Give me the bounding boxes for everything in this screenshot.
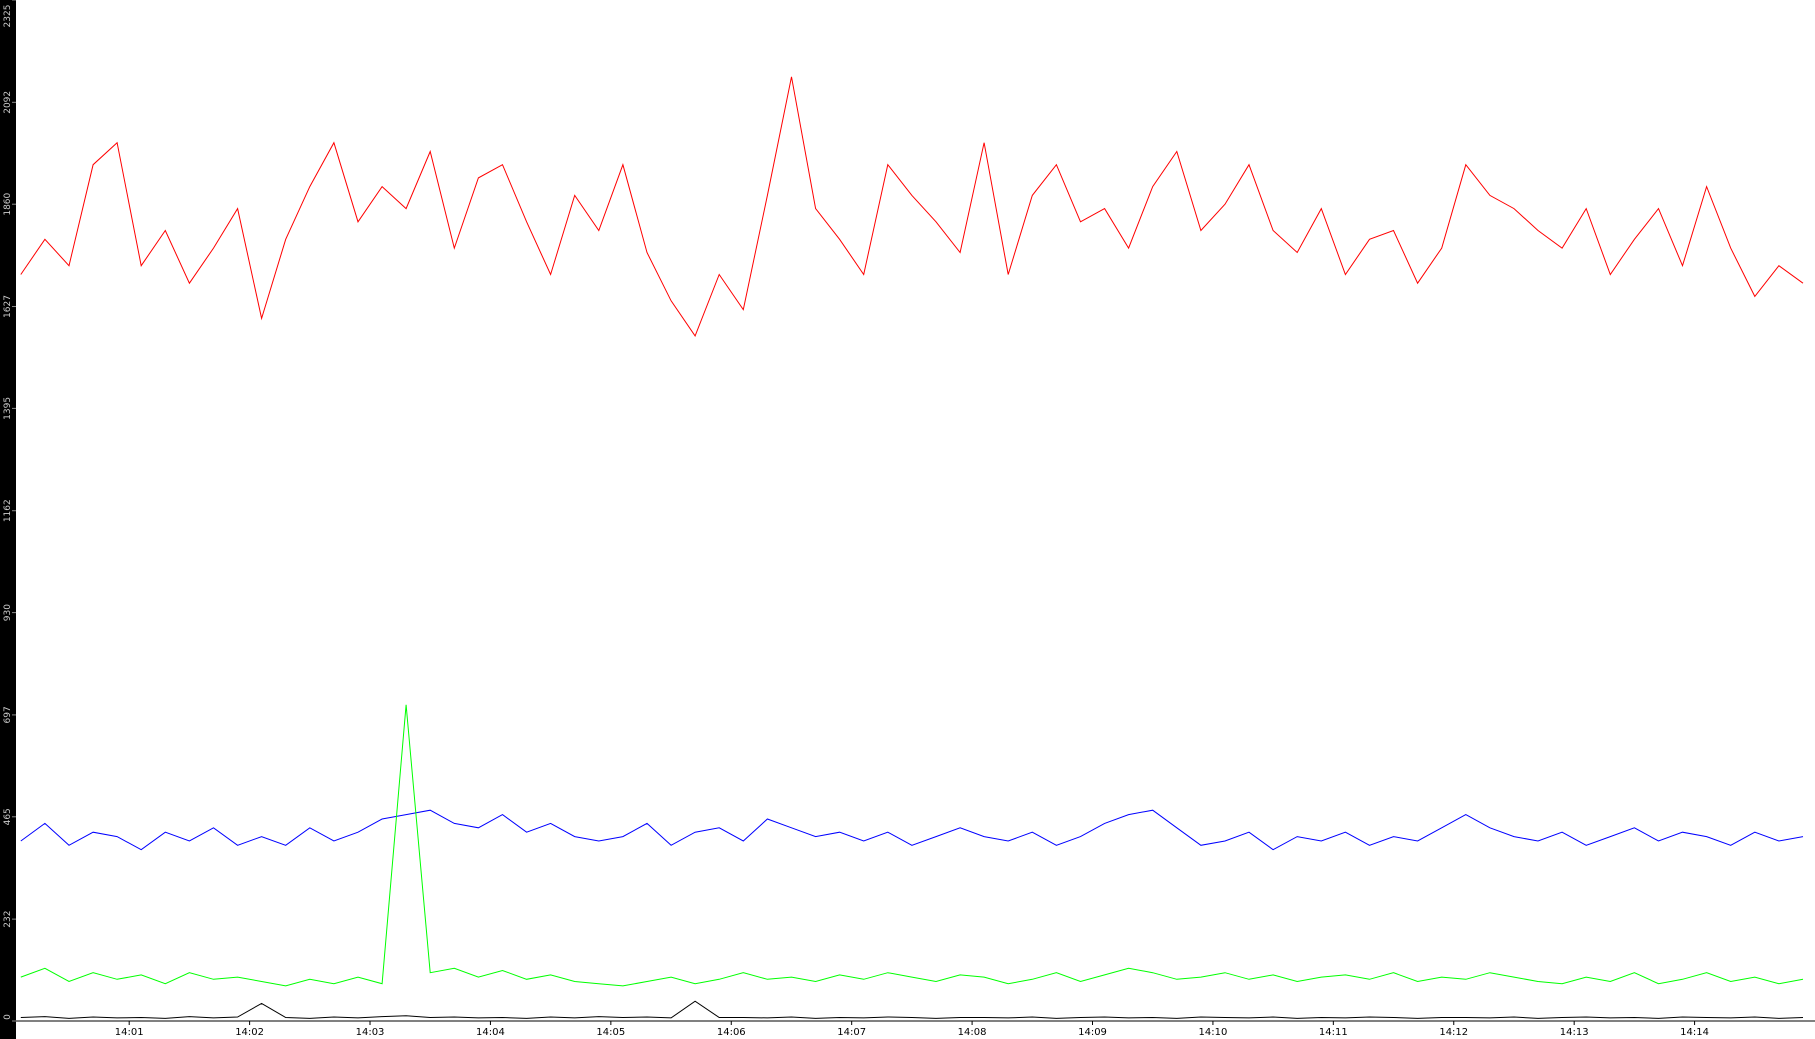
y-tick-label: 1627 (3, 295, 13, 318)
y-tick-label: 697 (3, 706, 13, 723)
x-tick-label: 14:09 (1078, 1027, 1107, 1038)
x-tick-label: 14:07 (837, 1027, 866, 1038)
series-line (20, 76, 1804, 337)
x-tick-label: 14:08 (958, 1027, 987, 1038)
x-tick-label: 14:02 (235, 1027, 264, 1038)
y-tick-label: 1860 (3, 192, 13, 215)
y-tick-label: 2325 (3, 5, 13, 28)
x-tick-label: 14:03 (356, 1027, 385, 1038)
x-tick-label: 14:04 (476, 1027, 505, 1038)
x-tick-label: 14:06 (717, 1027, 746, 1038)
x-tick-label: 14:10 (1199, 1027, 1228, 1038)
x-tick-label: 14:05 (596, 1027, 625, 1038)
y-tick-label: 2092 (3, 91, 13, 114)
y-axis-strip (0, 0, 16, 1039)
x-tick-label: 14:11 (1319, 1027, 1348, 1038)
series-line (20, 1000, 1804, 1019)
series-line (20, 704, 1804, 987)
series-line (20, 809, 1804, 851)
y-tick-label: 930 (3, 604, 13, 621)
x-tick-label: 14:13 (1560, 1027, 1589, 1038)
x-tick-label: 14:14 (1680, 1027, 1709, 1038)
y-tick-label: 1162 (3, 499, 13, 522)
y-tick-label: 232 (3, 911, 13, 928)
y-tick-label: 1395 (3, 397, 13, 420)
y-tick-label: 0 (3, 1014, 13, 1020)
x-tick-label: 14:12 (1439, 1027, 1468, 1038)
x-tick-label: 14:01 (115, 1027, 144, 1038)
y-tick-label: 465 (3, 808, 13, 825)
